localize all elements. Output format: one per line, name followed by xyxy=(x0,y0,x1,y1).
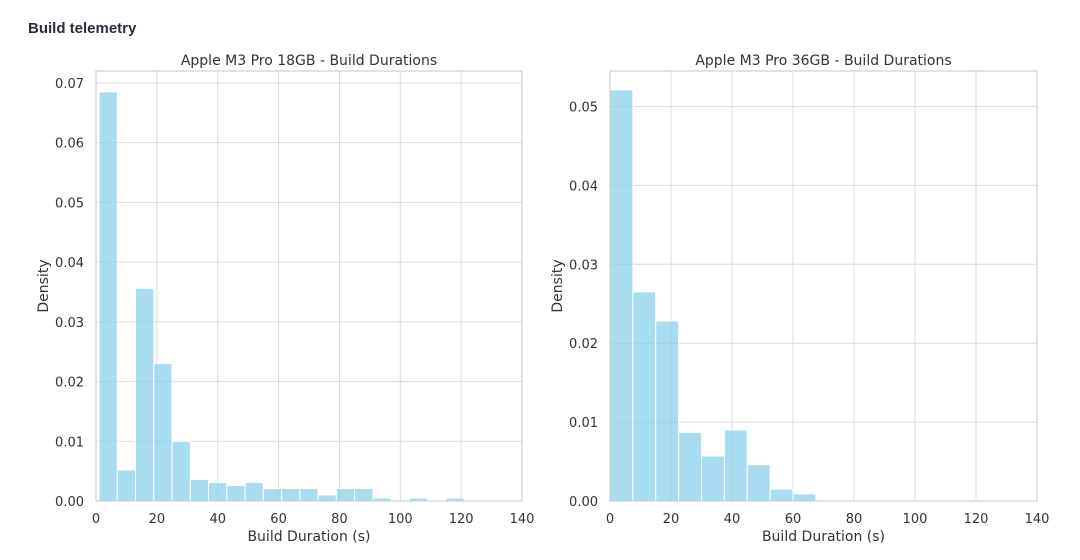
y-tick-label: 0.03 xyxy=(55,316,84,331)
histogram-bar xyxy=(655,320,680,502)
y-tick-label: 0.01 xyxy=(55,435,84,450)
x-axis-label: Build Duration (s) xyxy=(247,529,370,545)
histogram-bar xyxy=(678,431,702,502)
histogram-bar xyxy=(299,487,319,502)
histogram-chart-18gb: 0 20 40 60 80 100 120 140 0.00 0.01 0.02 0.03 0.04 0.… xyxy=(36,53,534,545)
histogram-bar xyxy=(189,479,210,502)
y-tick-label: 0.02 xyxy=(55,376,84,391)
y-axis-label: Density xyxy=(550,259,566,312)
y-tick-label: 0.04 xyxy=(569,179,598,194)
histogram-bar xyxy=(723,429,748,502)
histogram-bar xyxy=(262,487,283,502)
x-tick-label: 0 xyxy=(606,512,614,527)
y-tick-label: 0.02 xyxy=(569,337,598,352)
x-tick-label: 0 xyxy=(92,512,100,527)
chart-title: Apple M3 Pro 18GB - Build Durations xyxy=(181,53,437,69)
y-tick-label: 0.07 xyxy=(55,77,84,92)
histogram-bar xyxy=(609,89,634,502)
histogram-chart-36gb: 0 20 40 60 80 100 120 140 0.00 0.01 0.02 0.03 0.04 0.… xyxy=(550,53,1049,545)
y-tick-label: 0.05 xyxy=(55,196,84,211)
x-tick-label: 120 xyxy=(964,512,989,527)
histogram-bar xyxy=(116,469,137,502)
histogram-bar xyxy=(632,291,657,502)
histogram-bar xyxy=(769,488,794,502)
histogram-bar xyxy=(335,487,356,502)
y-tick-label: 0.06 xyxy=(55,137,84,152)
x-tick-label: 100 xyxy=(388,512,413,527)
y-tick-label: 0.01 xyxy=(569,416,598,431)
y-axis-label: Density xyxy=(36,259,52,312)
x-tick-label: 80 xyxy=(331,512,348,527)
y-tick-label: 0.00 xyxy=(55,495,84,510)
y-tick-label: 0.05 xyxy=(569,101,598,116)
histogram-bar xyxy=(171,440,191,502)
x-tick-label: 60 xyxy=(785,512,802,527)
x-tick-label: 120 xyxy=(449,512,474,527)
x-tick-label: 80 xyxy=(846,512,863,527)
histogram-bar xyxy=(701,455,725,502)
plot-frame xyxy=(609,70,1038,502)
chart-title: Apple M3 Pro 36GB - Build Durations xyxy=(695,53,951,69)
histogram-bar xyxy=(746,464,771,502)
histogram-bar xyxy=(226,484,246,502)
histogram-bar xyxy=(208,481,228,502)
histogram-bar xyxy=(281,487,301,502)
histogram-bar xyxy=(98,91,118,502)
x-tick-label: 140 xyxy=(1025,512,1050,527)
x-tick-label: 20 xyxy=(663,512,680,527)
x-tick-label: 20 xyxy=(149,512,166,527)
y-tick-label: 0.03 xyxy=(569,258,598,273)
histogram-bar xyxy=(153,363,173,502)
plot-frame xyxy=(95,70,523,502)
histogram-bar xyxy=(317,494,337,502)
x-axis-label: Build Duration (s) xyxy=(762,529,885,545)
x-tick-label: 40 xyxy=(724,512,741,527)
section-title: Build telemetry xyxy=(28,20,137,37)
histogram-bar xyxy=(354,487,374,502)
y-tick-label: 0.00 xyxy=(569,495,598,510)
histogram-bar xyxy=(244,481,264,502)
x-tick-label: 140 xyxy=(510,512,535,527)
histogram-bar xyxy=(792,493,817,502)
x-tick-label: 40 xyxy=(209,512,226,527)
histogram-bar xyxy=(135,287,155,502)
x-tick-label: 100 xyxy=(903,512,928,527)
x-tick-label: 60 xyxy=(270,512,287,527)
y-tick-label: 0.04 xyxy=(55,256,84,271)
